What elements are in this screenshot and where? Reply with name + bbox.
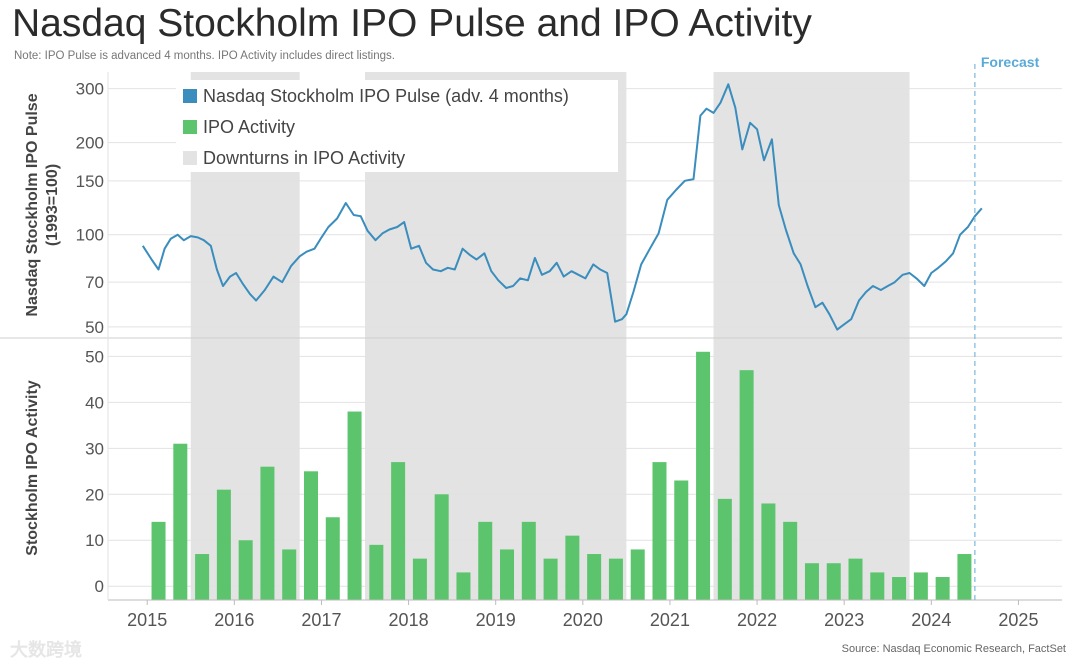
ipo-activity-bar	[282, 549, 297, 600]
ipo-activity-bar	[391, 462, 406, 600]
top-y-tick-label: 150	[76, 172, 104, 191]
ipo-activity-bar	[783, 521, 798, 600]
forecast-label: Forecast	[981, 54, 1040, 70]
ipo-activity-bar	[456, 572, 471, 600]
legend-label: IPO Activity	[203, 117, 295, 137]
ipo-activity-bar	[717, 498, 732, 600]
ipo-activity-bar	[935, 577, 950, 600]
ipo-activity-bar	[434, 494, 449, 600]
x-tick-label: 2017	[301, 610, 341, 630]
ipo-activity-bar	[587, 554, 602, 600]
ipo-activity-bar	[739, 370, 754, 600]
ipo-activity-bar	[674, 480, 689, 600]
ipo-activity-bar	[761, 503, 776, 600]
ipo-activity-bar	[151, 521, 166, 600]
top-y-tick-label: 100	[76, 226, 104, 245]
x-tick-label: 2025	[998, 610, 1038, 630]
x-tick-label: 2024	[911, 610, 951, 630]
bottom-y-axis-title: Stockholm IPO Activity	[24, 380, 41, 556]
ipo-activity-bar	[826, 563, 841, 600]
ipo-activity-bar	[238, 540, 253, 600]
x-tick-label: 2022	[737, 610, 777, 630]
ipo-activity-bar	[347, 411, 362, 600]
legend-swatch	[183, 151, 197, 165]
source-note: Source: Nasdaq Economic Research, FactSe…	[841, 643, 1066, 655]
top-y-tick-label: 200	[76, 134, 104, 153]
ipo-activity-bar	[913, 572, 928, 600]
legend-label: Downturns in IPO Activity	[203, 148, 405, 168]
ipo-activity-bar	[630, 549, 645, 600]
ipo-activity-bars	[151, 351, 972, 600]
bottom-y-tick-label: 20	[85, 485, 104, 504]
ipo-activity-bar	[565, 535, 580, 600]
x-tick-label: 2016	[214, 610, 254, 630]
x-tick-label: 2021	[650, 610, 690, 630]
legend-label: Nasdaq Stockholm IPO Pulse (adv. 4 month…	[203, 86, 569, 106]
bottom-y-tick-label: 40	[85, 393, 104, 412]
ipo-activity-bar	[848, 558, 863, 600]
ipo-activity-bar	[412, 558, 427, 600]
ipo-activity-bar	[478, 521, 493, 600]
ipo-activity-bar	[543, 558, 558, 600]
legend-background	[176, 80, 618, 172]
ipo-activity-bar	[173, 443, 188, 600]
x-tick-label: 2019	[476, 610, 516, 630]
top-y-tick-label: 50	[85, 318, 104, 337]
ipo-pulse-series-line	[141, 83, 983, 331]
ipo-activity-bar	[957, 554, 972, 600]
ipo-activity-bar	[325, 517, 340, 600]
ipo-activity-bar	[652, 462, 667, 600]
ipo-activity-bar	[195, 554, 210, 600]
ipo-activity-bar	[303, 471, 318, 600]
ipo-activity-bar	[500, 549, 515, 600]
x-tick-label: 2023	[824, 610, 864, 630]
bottom-y-tick-label: 10	[85, 531, 104, 550]
watermark-logo: 大数跨境	[10, 640, 82, 660]
ipo-activity-bar	[804, 563, 819, 600]
ipo-activity-bar	[608, 558, 623, 600]
x-tick-label: 2018	[389, 610, 429, 630]
axes: 50 70 100 150 200 300 0 10 20 30 40 50 Forecast 2015 2…	[0, 54, 1062, 630]
x-tick-label: 2020	[563, 610, 603, 630]
legend-swatch	[183, 120, 197, 134]
x-tick-label: 2015	[127, 610, 167, 630]
chart-note: Note: IPO Pulse is advanced 4 months. IP…	[14, 50, 395, 62]
bottom-y-tick-label: 30	[85, 439, 104, 458]
ipo-activity-bar	[892, 577, 907, 600]
legend-swatch	[183, 89, 197, 103]
ipo-activity-bar	[521, 521, 536, 600]
ipo-activity-bar	[369, 544, 384, 600]
top-y-axis-title-line2: (1993=100)	[44, 164, 61, 246]
bottom-y-tick-label: 50	[85, 347, 104, 366]
top-y-axis-title-line1: Nasdaq Stockholm IPO Pulse	[24, 93, 41, 316]
chart-title: Nasdaq Stockholm IPO Pulse and IPO Activ…	[12, 2, 812, 45]
bottom-y-tick-label: 0	[95, 577, 104, 596]
top-y-tick-label: 300	[76, 80, 104, 99]
ipo-activity-bar	[696, 351, 711, 600]
ipo-activity-bar	[216, 489, 231, 600]
legend: Nasdaq Stockholm IPO Pulse (adv. 4 month…	[176, 80, 618, 172]
ipo-pulse-line	[141, 83, 983, 331]
ipo-activity-bar	[260, 466, 275, 600]
top-y-tick-label: 70	[85, 273, 104, 292]
ipo-activity-bar	[870, 572, 885, 600]
